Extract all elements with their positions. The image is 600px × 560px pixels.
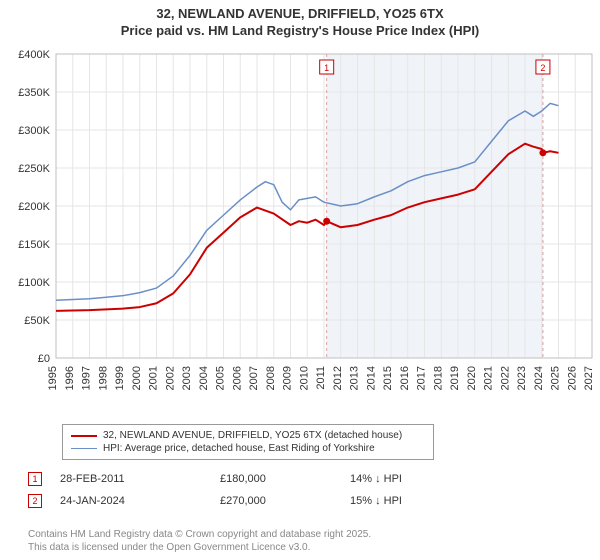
sale-price: £270,000 bbox=[220, 495, 350, 507]
title-subtitle: Price paid vs. HM Land Registry's House … bbox=[0, 23, 600, 38]
svg-text:£0: £0 bbox=[38, 353, 50, 365]
svg-text:2000: 2000 bbox=[131, 366, 143, 390]
chart-area: £0 £50K £100K £150K £200K £250K £300K £350K £400… bbox=[0, 46, 600, 420]
svg-text:1996: 1996 bbox=[64, 366, 76, 390]
svg-text:2013: 2013 bbox=[349, 366, 361, 390]
attribution-line2: This data is licensed under the Open Gov… bbox=[28, 541, 371, 554]
svg-text:2024: 2024 bbox=[533, 366, 545, 390]
title-address: 32, NEWLAND AVENUE, DRIFFIELD, YO25 6TX bbox=[0, 6, 600, 21]
line-chart-svg: £0 £50K £100K £150K £200K £250K £300K £350K £400… bbox=[0, 46, 600, 420]
svg-text:2006: 2006 bbox=[231, 366, 243, 390]
svg-text:2017: 2017 bbox=[416, 366, 428, 390]
sales-table: 1 28-FEB-2011£180,00014% ↓ HPI 2 24-JAN-202… bbox=[28, 468, 588, 512]
svg-text:1999: 1999 bbox=[114, 366, 126, 390]
svg-text:2014: 2014 bbox=[365, 366, 377, 390]
svg-text:2020: 2020 bbox=[466, 366, 478, 390]
svg-text:2007: 2007 bbox=[248, 366, 260, 390]
svg-text:£300K: £300K bbox=[18, 125, 50, 137]
svg-text:£350K: £350K bbox=[18, 87, 50, 99]
chart-container: 32, NEWLAND AVENUE, DRIFFIELD, YO25 6TX … bbox=[0, 0, 600, 560]
svg-text:2018: 2018 bbox=[432, 366, 444, 390]
svg-text:2026: 2026 bbox=[566, 366, 578, 390]
svg-text:2022: 2022 bbox=[499, 366, 511, 390]
svg-text:2019: 2019 bbox=[449, 366, 461, 390]
legend-item: HPI: Average price, detached house, East… bbox=[71, 442, 425, 455]
svg-text:2003: 2003 bbox=[181, 366, 193, 390]
attribution-line1: Contains HM Land Registry data © Crown c… bbox=[28, 528, 371, 541]
svg-text:2004: 2004 bbox=[198, 366, 210, 390]
svg-text:£50K: £50K bbox=[24, 315, 50, 327]
svg-text:£250K: £250K bbox=[18, 163, 50, 175]
legend-label: 32, NEWLAND AVENUE, DRIFFIELD, YO25 6TX … bbox=[103, 430, 402, 441]
sale-pct-vs-hpi: 14% ↓ HPI bbox=[350, 473, 470, 485]
svg-text:£150K: £150K bbox=[18, 239, 50, 251]
sale-row: 2 24-JAN-2024£270,00015% ↓ HPI bbox=[28, 490, 588, 512]
svg-text:2027: 2027 bbox=[583, 366, 595, 390]
svg-text:2016: 2016 bbox=[399, 366, 411, 390]
svg-text:2011: 2011 bbox=[315, 366, 327, 390]
sale-marker-badge: 1 bbox=[28, 472, 42, 486]
svg-text:2023: 2023 bbox=[516, 366, 528, 390]
svg-text:2009: 2009 bbox=[282, 366, 294, 390]
svg-text:2010: 2010 bbox=[298, 366, 310, 390]
sale-pct-vs-hpi: 15% ↓ HPI bbox=[350, 495, 470, 507]
legend-swatch bbox=[71, 435, 97, 437]
svg-text:1997: 1997 bbox=[81, 366, 93, 390]
legend-label: HPI: Average price, detached house, East… bbox=[103, 443, 375, 454]
svg-text:2015: 2015 bbox=[382, 366, 394, 390]
svg-text:£100K: £100K bbox=[18, 277, 50, 289]
title-block: 32, NEWLAND AVENUE, DRIFFIELD, YO25 6TX … bbox=[0, 0, 600, 40]
sale-row: 1 28-FEB-2011£180,00014% ↓ HPI bbox=[28, 468, 588, 490]
svg-text:2005: 2005 bbox=[215, 366, 227, 390]
sale-marker-badge: 2 bbox=[28, 494, 42, 508]
svg-text:1995: 1995 bbox=[47, 366, 59, 390]
attribution: Contains HM Land Registry data © Crown c… bbox=[28, 528, 371, 554]
sale-date: 28-FEB-2011 bbox=[60, 473, 220, 485]
svg-text:£200K: £200K bbox=[18, 201, 50, 213]
svg-text:2021: 2021 bbox=[483, 366, 495, 390]
sale-date: 24-JAN-2024 bbox=[60, 495, 220, 507]
svg-text:2025: 2025 bbox=[550, 366, 562, 390]
svg-text:1998: 1998 bbox=[97, 366, 109, 390]
legend: 32, NEWLAND AVENUE, DRIFFIELD, YO25 6TX … bbox=[62, 424, 434, 460]
svg-text:1: 1 bbox=[324, 63, 329, 73]
svg-text:2001: 2001 bbox=[148, 366, 160, 390]
svg-text:2012: 2012 bbox=[332, 366, 344, 390]
legend-swatch bbox=[71, 448, 97, 449]
svg-text:£400K: £400K bbox=[18, 49, 50, 61]
legend-item: 32, NEWLAND AVENUE, DRIFFIELD, YO25 6TX … bbox=[71, 429, 425, 442]
svg-text:2: 2 bbox=[540, 63, 545, 73]
sale-price: £180,000 bbox=[220, 473, 350, 485]
svg-text:2002: 2002 bbox=[164, 366, 176, 390]
svg-text:2008: 2008 bbox=[265, 366, 277, 390]
